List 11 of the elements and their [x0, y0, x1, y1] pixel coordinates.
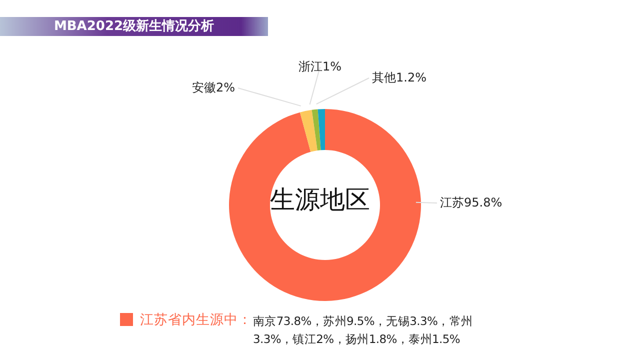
donut-slice [312, 109, 321, 151]
donut-slice [229, 109, 421, 301]
slice-label: 安徽2% [192, 80, 235, 94]
slice-label: 浙江1% [298, 59, 342, 74]
donut-slice [300, 110, 318, 152]
text: 南京73.8%，苏州9.5%，无锡3.3%，常州3.3%，镇江2%，扬州1.8%，泰州1.5% [253, 313, 474, 348]
slice-label: 其他1.2% [372, 70, 426, 84]
text: 江苏省内生源中： [140, 311, 252, 329]
donut-slice [318, 109, 325, 150]
text: 生源地区 [269, 184, 371, 216]
slice-label: 江苏95.8% [440, 195, 502, 210]
